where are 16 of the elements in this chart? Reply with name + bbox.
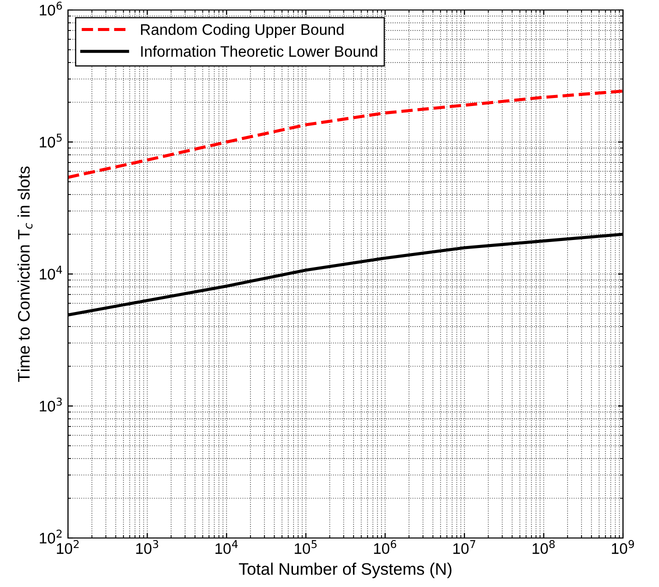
y-tick-label: 10$^{5}$ <box>40 134 62 148</box>
x-axis-title: Total Number of Systems (N) <box>238 562 452 578</box>
y-tick-label: 10$^{3}$ <box>40 398 62 412</box>
legend-label: Random Coding Upper Bound <box>141 24 344 38</box>
x-tick-label: 10$^{8}$ <box>532 540 555 554</box>
x-tick-label: 10$^{9}$ <box>612 540 634 554</box>
x-tick-label: 10$^{3}$ <box>136 540 158 554</box>
y-tick-label: 10$^{4}$ <box>40 266 62 280</box>
line-series <box>68 90 623 179</box>
y-tick-label: 10$^{6}$ <box>40 2 62 16</box>
x-tick-label: 10$^{4}$ <box>216 540 238 554</box>
x-tick-label: 10$^{7}$ <box>453 540 476 554</box>
x-tick-label: 10$^{6}$ <box>374 540 396 554</box>
x-tick-label: 10$^{5}$ <box>294 540 317 554</box>
y-axis-title: Time to Conviction T$_{c}$ in slots <box>18 166 32 382</box>
legend-label: Information Theoretic Lower Bound <box>141 46 378 57</box>
